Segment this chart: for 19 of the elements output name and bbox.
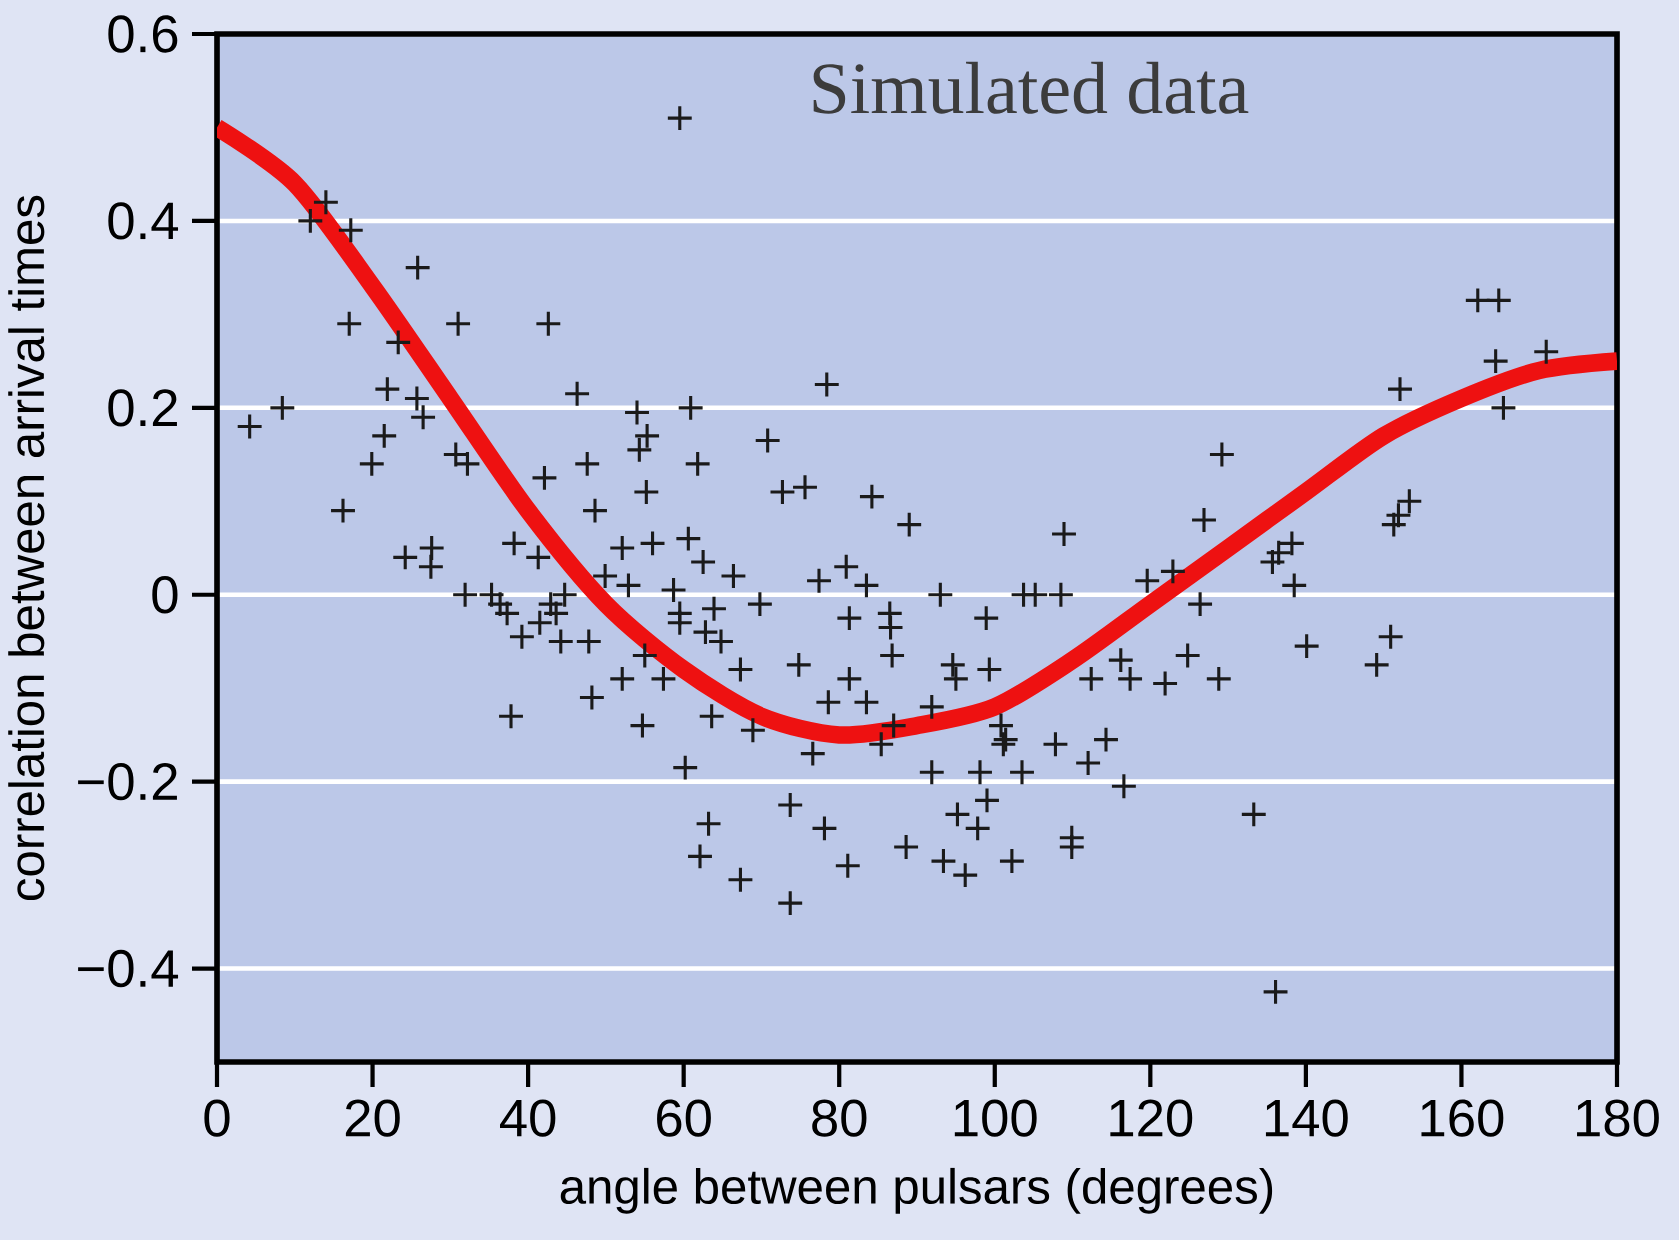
x-tick-label: 60 [657, 1099, 711, 1137]
annotation: Simulated data [813, 61, 1249, 114]
y-tick-label: 0.4 [108, 202, 179, 240]
x-tick-label: 160 [1421, 1099, 1504, 1137]
x-tick-label: 0 [204, 1099, 230, 1137]
x-tick-label: 100 [954, 1099, 1037, 1137]
x-tick-label: 140 [1265, 1099, 1348, 1137]
x-tick-label: 180 [1577, 1099, 1659, 1137]
y-tick-label: −0.2 [78, 762, 177, 801]
x-tick-label: 40 [500, 1099, 556, 1137]
y-tick-label: −0.4 [78, 949, 179, 988]
x-axis-title: angle between pulsars (degrees) [560, 1167, 1273, 1214]
y-tick-label: 0.2 [108, 389, 177, 427]
x-tick-label: 80 [812, 1099, 867, 1137]
y-tick-label: 0.6 [108, 15, 178, 53]
y-tick-label: 0 [152, 576, 178, 614]
y-axis-title: correlation between arrival times [8, 195, 45, 901]
x-tick-label: 20 [345, 1099, 400, 1137]
x-tick-label: 120 [1110, 1099, 1193, 1137]
